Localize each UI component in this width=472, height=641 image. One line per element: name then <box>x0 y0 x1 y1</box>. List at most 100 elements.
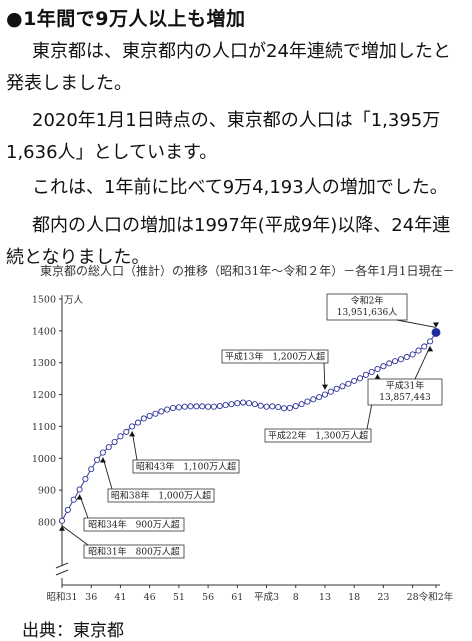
y-tick-label: 1100 <box>32 422 56 433</box>
data-point <box>94 456 101 463</box>
data-point <box>70 496 77 503</box>
x-tick-label: 平成3 <box>254 591 279 603</box>
data-point <box>327 388 334 395</box>
annotation-box <box>83 517 185 532</box>
data-point <box>362 371 369 378</box>
data-point <box>216 402 223 410</box>
data-point <box>427 338 434 345</box>
data-point <box>152 410 159 417</box>
data-point <box>76 486 83 493</box>
annotation-label: 昭和31年 800万人超 <box>88 546 180 558</box>
annotation-label: 昭和43年 1,100万人超 <box>136 461 236 473</box>
data-point <box>310 396 317 403</box>
annotation-arrowhead <box>374 374 381 380</box>
data-point <box>321 391 329 398</box>
y-tick-label: 800 <box>38 518 56 529</box>
data-point <box>392 358 399 365</box>
y-tick-label: 1300 <box>32 358 56 369</box>
data-point <box>82 475 89 483</box>
chart-caption: 東京都の総人口（推計）の推移（昭和31年～令和２年）－各年1月1日現在－ <box>40 264 455 278</box>
y-tick-label: 900 <box>38 486 56 497</box>
paragraph-2: 2020年1月1日時点の、東京都の人口は「1,395万1,636人」としています… <box>6 110 441 163</box>
annotation-box <box>221 349 329 364</box>
page-heading: ●1年間で9万人以上も増加 <box>6 8 246 30</box>
data-point <box>251 401 258 408</box>
y-axis-unit-label: 万人 <box>64 295 84 306</box>
paragraph-1: 東京都は、東京都内の人口が24年連続で増加したと発表しました。 <box>6 41 451 94</box>
y-tick-label: 1200 <box>32 390 56 401</box>
data-point <box>386 360 393 367</box>
data-point <box>205 403 212 410</box>
annotation-box <box>264 428 372 443</box>
data-point <box>193 403 200 410</box>
annotation-arrowhead <box>99 457 106 463</box>
data-point <box>187 403 194 410</box>
source-credit: 出典：東京都 <box>22 621 124 641</box>
annotation-arrowhead <box>129 431 136 437</box>
data-point <box>275 403 282 411</box>
data-point <box>146 412 153 419</box>
data-point <box>281 405 288 412</box>
data-point <box>140 415 147 422</box>
data-point <box>298 401 305 408</box>
data-point <box>403 353 410 361</box>
paragraph-3: これは、1年前に比べて9万4,193人の増加でした。 <box>32 177 448 198</box>
x-tick-label: 56 <box>202 592 214 603</box>
annotation-value: 13,857,443 <box>379 393 431 403</box>
data-point <box>245 400 253 407</box>
data-point <box>111 438 118 446</box>
data-point <box>356 375 364 382</box>
data-point <box>88 466 95 473</box>
data-point <box>181 403 188 410</box>
data-point <box>397 356 404 363</box>
x-tick-label: 昭和31 <box>46 592 77 603</box>
data-point <box>134 419 142 426</box>
annotation-leader <box>102 457 113 490</box>
data-point <box>263 403 270 410</box>
data-point <box>117 433 124 440</box>
data-point <box>129 423 136 430</box>
data-point <box>351 377 358 384</box>
data-point <box>304 398 311 405</box>
data-point <box>421 343 428 350</box>
data-point <box>345 380 352 387</box>
data-point <box>175 404 182 411</box>
annotation-arrowhead <box>433 322 439 328</box>
x-tick-label: 41 <box>114 592 126 603</box>
data-point <box>58 517 66 524</box>
annotation-arrowhead <box>76 494 83 500</box>
data-point <box>228 401 235 408</box>
data-point <box>99 449 106 456</box>
x-tick-label: 28 <box>407 592 419 603</box>
data-point <box>316 394 323 401</box>
axis-break-mark <box>55 562 69 576</box>
data-point <box>105 444 112 451</box>
data-point <box>164 406 171 413</box>
annotation-label: 昭和34年 900万人超 <box>88 519 180 531</box>
x-tick-label: 51 <box>173 592 185 603</box>
data-point <box>123 428 130 435</box>
data-point <box>222 402 229 409</box>
x-tick-label: 18 <box>348 592 360 603</box>
annotation-box <box>132 459 240 474</box>
annotation-box <box>367 378 443 406</box>
data-point <box>292 402 299 410</box>
x-tick-label: 8 <box>293 592 299 603</box>
data-point <box>286 404 293 412</box>
data-point <box>210 403 217 410</box>
annotation-label: 平成13年 1,200万人超 <box>225 351 325 363</box>
y-tick-label: 1500 <box>32 295 56 306</box>
annotation-box <box>107 488 215 503</box>
data-point <box>64 506 71 513</box>
data-point <box>234 400 241 407</box>
data-point <box>415 347 422 354</box>
annotation-label: 昭和38年 1,000万人超 <box>111 490 211 502</box>
data-point <box>257 402 264 409</box>
data-point <box>240 399 247 406</box>
annotation-box <box>326 293 408 321</box>
y-tick-label: 1000 <box>32 454 56 465</box>
annotation-value: 13,951,636人 <box>337 307 398 318</box>
x-tick-label: 23 <box>377 592 389 603</box>
data-point <box>409 351 416 358</box>
